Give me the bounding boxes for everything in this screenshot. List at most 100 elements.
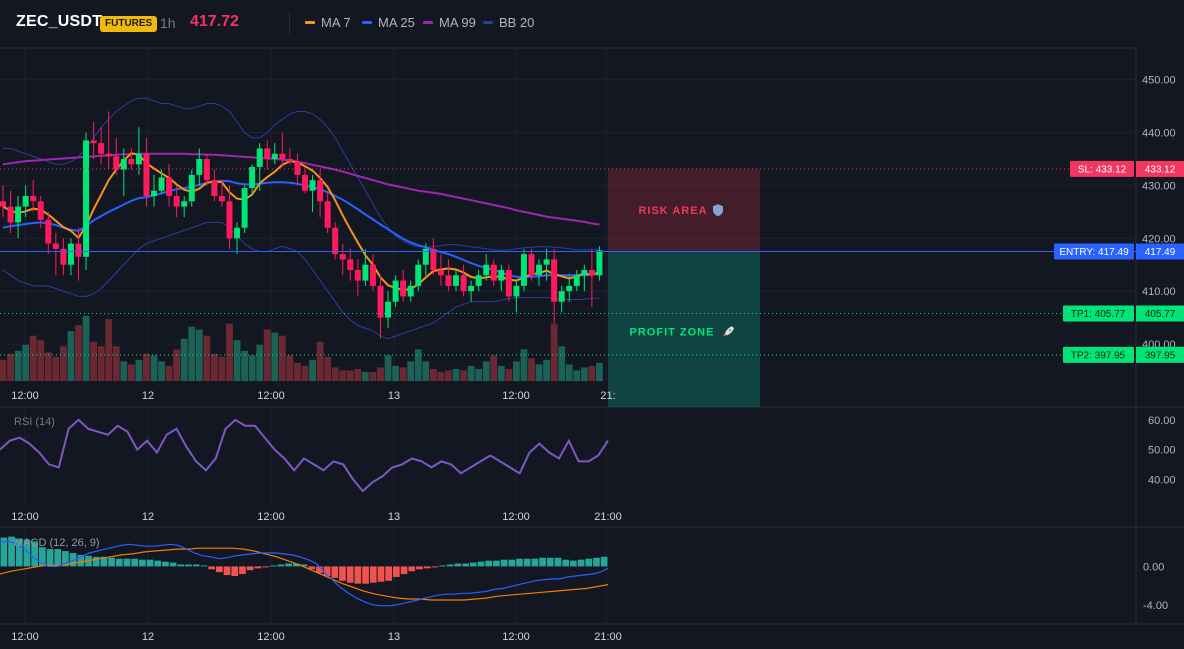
candle[interactable]: [407, 280, 414, 302]
legend-ma25[interactable]: MA 25: [362, 15, 415, 30]
candle[interactable]: [196, 148, 203, 186]
candle[interactable]: [22, 185, 29, 218]
candle[interactable]: [60, 238, 67, 276]
candle[interactable]: [362, 248, 369, 286]
candle[interactable]: [188, 169, 195, 207]
legend-ma99[interactable]: MA 99: [423, 15, 476, 30]
candle[interactable]: [120, 148, 127, 196]
candle[interactable]: [143, 137, 150, 207]
timeframe-label[interactable]: 1h: [160, 15, 176, 31]
candle-body: [332, 227, 339, 255]
candle[interactable]: [166, 164, 173, 207]
candle[interactable]: [520, 248, 527, 292]
candle[interactable]: [377, 275, 384, 339]
candle[interactable]: [475, 270, 482, 292]
candle[interactable]: [128, 148, 135, 170]
candle[interactable]: [294, 153, 301, 186]
candle[interactable]: [67, 238, 74, 276]
candle[interactable]: [211, 169, 218, 202]
candle[interactable]: [558, 285, 565, 313]
candle[interactable]: [0, 185, 6, 218]
candle[interactable]: [241, 185, 248, 233]
candle[interactable]: [105, 111, 112, 170]
candle[interactable]: [392, 275, 399, 307]
candle[interactable]: [173, 185, 180, 218]
candle[interactable]: [332, 222, 339, 260]
candle[interactable]: [249, 164, 256, 196]
candle[interactable]: [30, 180, 37, 212]
candle[interactable]: [264, 140, 271, 170]
candle[interactable]: [468, 280, 475, 302]
candle[interactable]: [566, 275, 573, 302]
candle[interactable]: [588, 248, 595, 307]
candle[interactable]: [52, 233, 59, 276]
candle[interactable]: [354, 259, 361, 297]
candle[interactable]: [490, 259, 497, 286]
candle[interactable]: [151, 174, 157, 207]
candle[interactable]: [181, 196, 188, 218]
candle[interactable]: [437, 254, 444, 286]
candle[interactable]: [286, 148, 293, 165]
candle[interactable]: [415, 259, 422, 292]
symbol-name[interactable]: ZEC_USDT: [16, 13, 103, 30]
position-tool[interactable]: RISK AREA PROFIT ZONE: [608, 168, 760, 407]
candle[interactable]: [505, 264, 512, 302]
candle[interactable]: [75, 227, 82, 281]
candle[interactable]: [317, 169, 324, 218]
candle[interactable]: [15, 196, 22, 239]
candle[interactable]: [513, 280, 520, 313]
candle[interactable]: [45, 211, 52, 255]
volume-bar: [120, 361, 128, 381]
time-axes[interactable]: 12:00 12 12:00 13 12:00 21: 12:00 12 12:00 13 12:0…: [11, 390, 622, 643]
candle[interactable]: [218, 180, 225, 207]
candle[interactable]: [498, 264, 505, 292]
candle[interactable]: [37, 196, 44, 228]
candle[interactable]: [369, 254, 376, 292]
candle[interactable]: [445, 259, 452, 292]
legend-ma7[interactable]: MA 7: [305, 15, 351, 30]
macd-histogram-bar: [469, 562, 477, 567]
candle[interactable]: [203, 153, 210, 186]
profit-zone-area[interactable]: [608, 251, 760, 407]
candle[interactable]: [430, 238, 437, 276]
candle[interactable]: [400, 270, 407, 302]
candle[interactable]: [581, 264, 588, 292]
candle[interactable]: [234, 222, 241, 255]
candle[interactable]: [309, 174, 316, 212]
volume-bar: [339, 370, 347, 381]
candle[interactable]: [339, 243, 346, 276]
candle[interactable]: [135, 127, 142, 175]
candle[interactable]: [543, 248, 550, 281]
candle[interactable]: [279, 132, 286, 167]
candle[interactable]: [551, 248, 558, 323]
candle[interactable]: [347, 248, 354, 281]
candle[interactable]: [453, 270, 459, 292]
candle[interactable]: [256, 143, 263, 191]
candle[interactable]: [302, 169, 308, 194]
legend-bb20[interactable]: BB 20: [483, 15, 534, 30]
candle-body: [490, 264, 497, 281]
candle[interactable]: [573, 270, 580, 292]
macd-pane[interactable]: 0.00 -4.00: [0, 536, 1168, 612]
candle[interactable]: [90, 122, 97, 159]
candle[interactable]: [324, 190, 331, 233]
candle[interactable]: [7, 190, 14, 233]
candle[interactable]: [158, 169, 165, 194]
candle[interactable]: [98, 127, 105, 165]
risk-area-zone[interactable]: [608, 168, 760, 252]
rsi-pane[interactable]: RSI (14) 60.00 50.00 40.00: [0, 415, 1176, 493]
candle[interactable]: [460, 264, 467, 297]
volume-bar: [37, 340, 45, 381]
candle[interactable]: [271, 143, 278, 165]
candle[interactable]: [226, 185, 233, 249]
candle[interactable]: [528, 248, 535, 281]
candle[interactable]: [483, 254, 490, 281]
candle[interactable]: [422, 243, 429, 276]
candle[interactable]: [385, 291, 392, 329]
macd-histogram-bar: [108, 557, 115, 567]
candle[interactable]: [536, 259, 543, 286]
candle[interactable]: [83, 132, 90, 270]
candlesticks[interactable]: [0, 111, 603, 339]
